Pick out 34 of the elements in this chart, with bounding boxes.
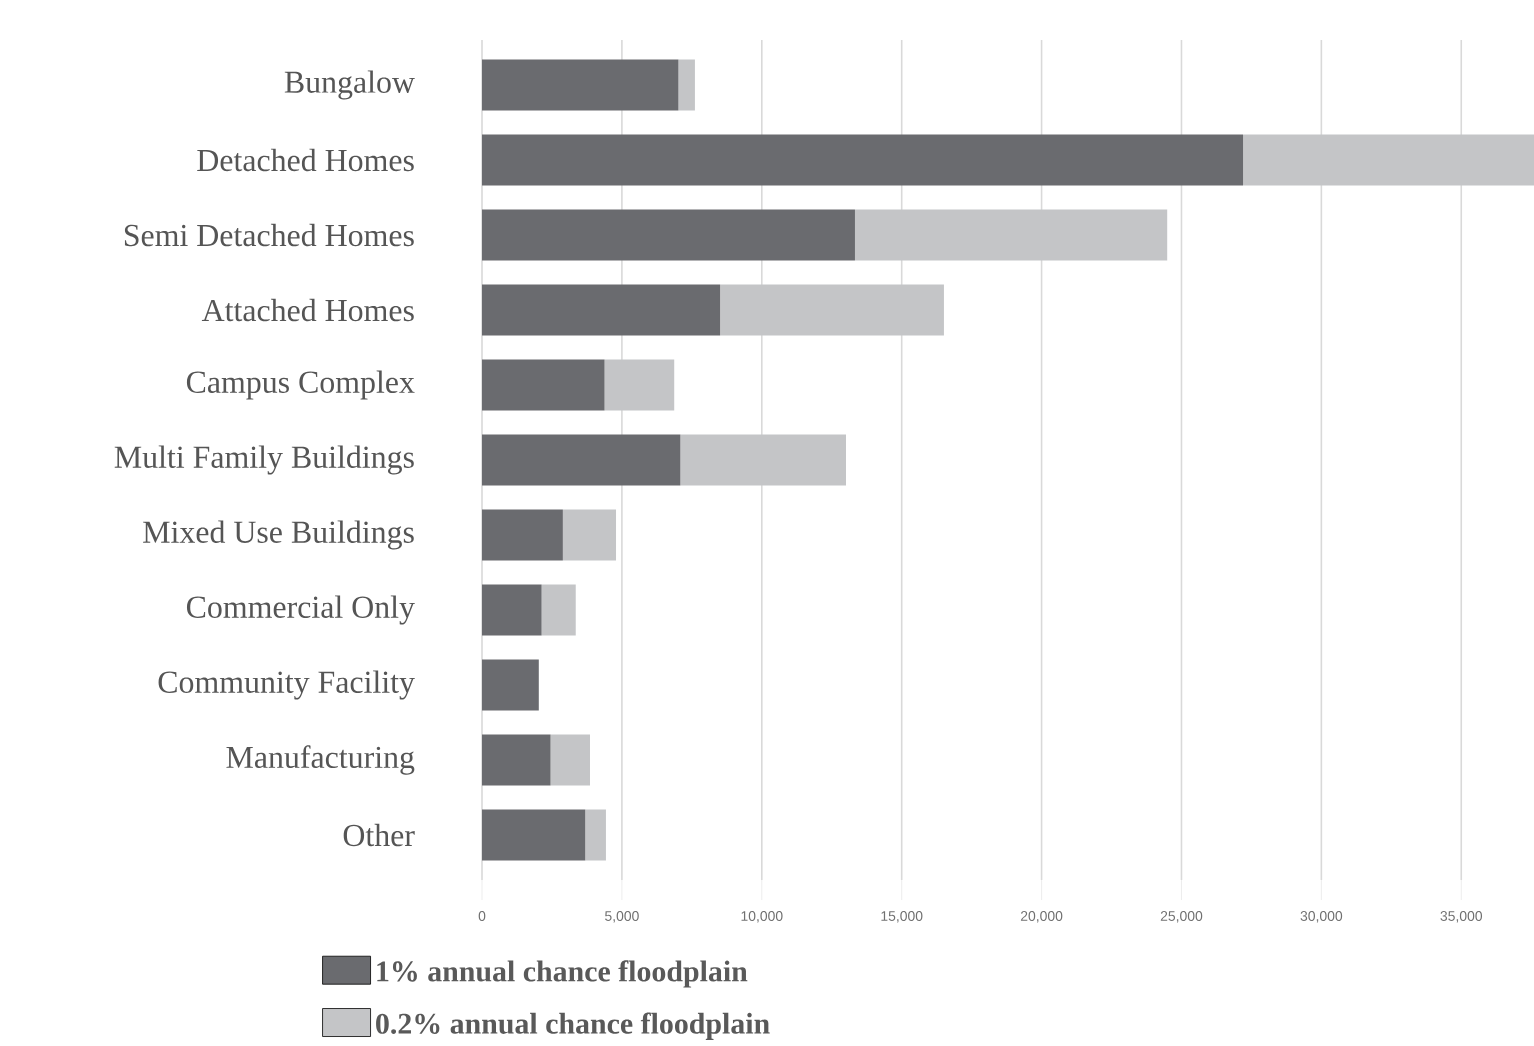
bar [680, 434, 847, 486]
y-tick-label: Manufacturing [226, 745, 415, 775]
y-tick-label: Detached Homes [197, 148, 414, 172]
y-tick-label: Campus Complex [186, 370, 415, 400]
y-tick-label: Other [343, 823, 415, 847]
bar [585, 809, 606, 861]
legend-label: 1% annual chance floodplain [377, 960, 748, 988]
bar [482, 284, 721, 336]
y-tick-label: Bungalow [284, 70, 415, 100]
bar [482, 584, 542, 636]
y-tick-label: Multi Family Buildings [114, 445, 414, 475]
bar [482, 659, 539, 711]
y-tick-label: Attached Homes [201, 298, 414, 322]
bar [482, 734, 551, 786]
bar [562, 509, 617, 561]
bar [482, 359, 605, 411]
bar [482, 209, 855, 261]
bar [541, 584, 576, 636]
bar [720, 284, 944, 336]
y-tick-label: Commercial Only [186, 595, 415, 625]
bar [482, 509, 563, 561]
bar [1243, 134, 1534, 186]
legend-label: 0.2% annual chance floodplain [376, 1012, 770, 1040]
bar [482, 809, 586, 861]
bar [604, 359, 675, 411]
bar [550, 734, 590, 786]
y-tick-label: Mixed Use Buildings [143, 520, 414, 550]
bar [482, 134, 1244, 186]
bar [482, 434, 681, 486]
y-tick-label: Community Facility [158, 670, 415, 700]
bar [678, 59, 695, 111]
y-tick-label: Semi Detached Homes [124, 223, 414, 247]
bar [482, 59, 679, 111]
bar [854, 209, 1168, 261]
